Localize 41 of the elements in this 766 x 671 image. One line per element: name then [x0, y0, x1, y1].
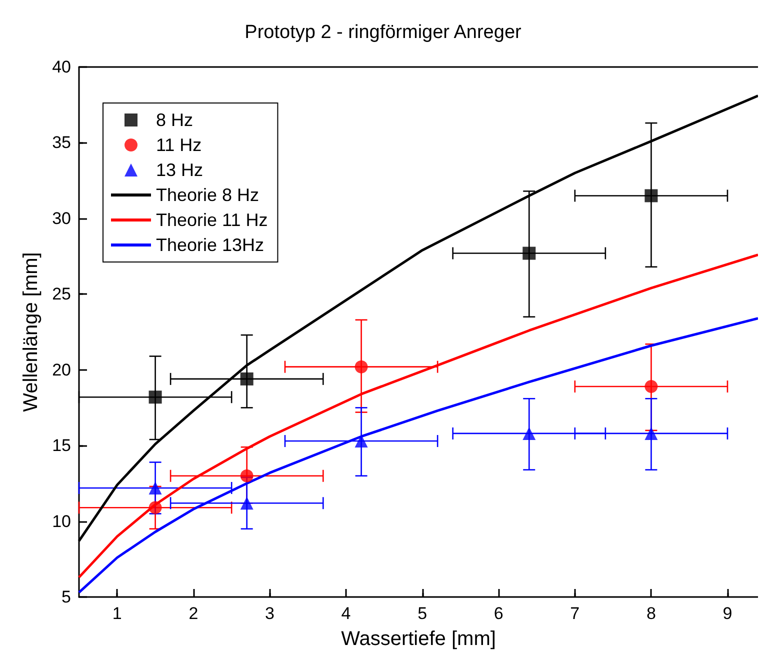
x-axis-title: Wassertiefe [mm]	[341, 628, 496, 650]
y-axis-title: Wellenlänge [mm]	[20, 252, 42, 412]
point	[148, 390, 162, 404]
x-tick-label: 1	[112, 604, 122, 623]
point	[240, 469, 254, 482]
legend-label: Theorie 13Hz	[156, 235, 264, 255]
chart-title: Prototyp 2 - ringförmiger Anreger	[244, 22, 522, 43]
y-tick-label: 5	[62, 588, 71, 606]
point	[240, 496, 254, 510]
line-series	[78, 254, 758, 579]
legend-label: Theorie 11 Hz	[156, 210, 268, 230]
y-tick-label: 35	[52, 133, 71, 152]
line-series	[78, 317, 758, 594]
point	[240, 372, 254, 386]
y-tick-label: 20	[52, 360, 71, 380]
point	[354, 360, 368, 374]
y-tick-label: 25	[52, 284, 71, 304]
legend-label: Theorie 8 Hz	[156, 185, 260, 205]
y-tick-label: 40	[52, 58, 71, 76]
legend-label: 11 Hz	[156, 135, 202, 155]
y-tick-label: 15	[52, 436, 71, 456]
x-tick-label: 9	[722, 604, 732, 623]
point	[644, 426, 658, 440]
x-tick-label: 7	[570, 604, 580, 623]
point	[148, 501, 162, 514]
point	[522, 246, 536, 260]
x-tick-label: 5	[418, 604, 428, 623]
point	[644, 189, 658, 202]
x-tick-label: 2	[188, 604, 198, 623]
y-tick-label: 10	[52, 512, 71, 531]
point	[148, 481, 162, 494]
legend-label: 8 Hz	[156, 110, 194, 130]
legend-label: 13 Hz	[156, 160, 204, 180]
point	[522, 426, 536, 440]
x-tick-label: 3	[264, 604, 274, 623]
x-tick-label: 4	[341, 604, 351, 623]
x-tick-label: 6	[494, 604, 504, 623]
point	[354, 434, 368, 448]
point	[644, 380, 658, 394]
x-tick-label: 8	[646, 604, 656, 623]
y-tick-label: 30	[52, 208, 71, 228]
